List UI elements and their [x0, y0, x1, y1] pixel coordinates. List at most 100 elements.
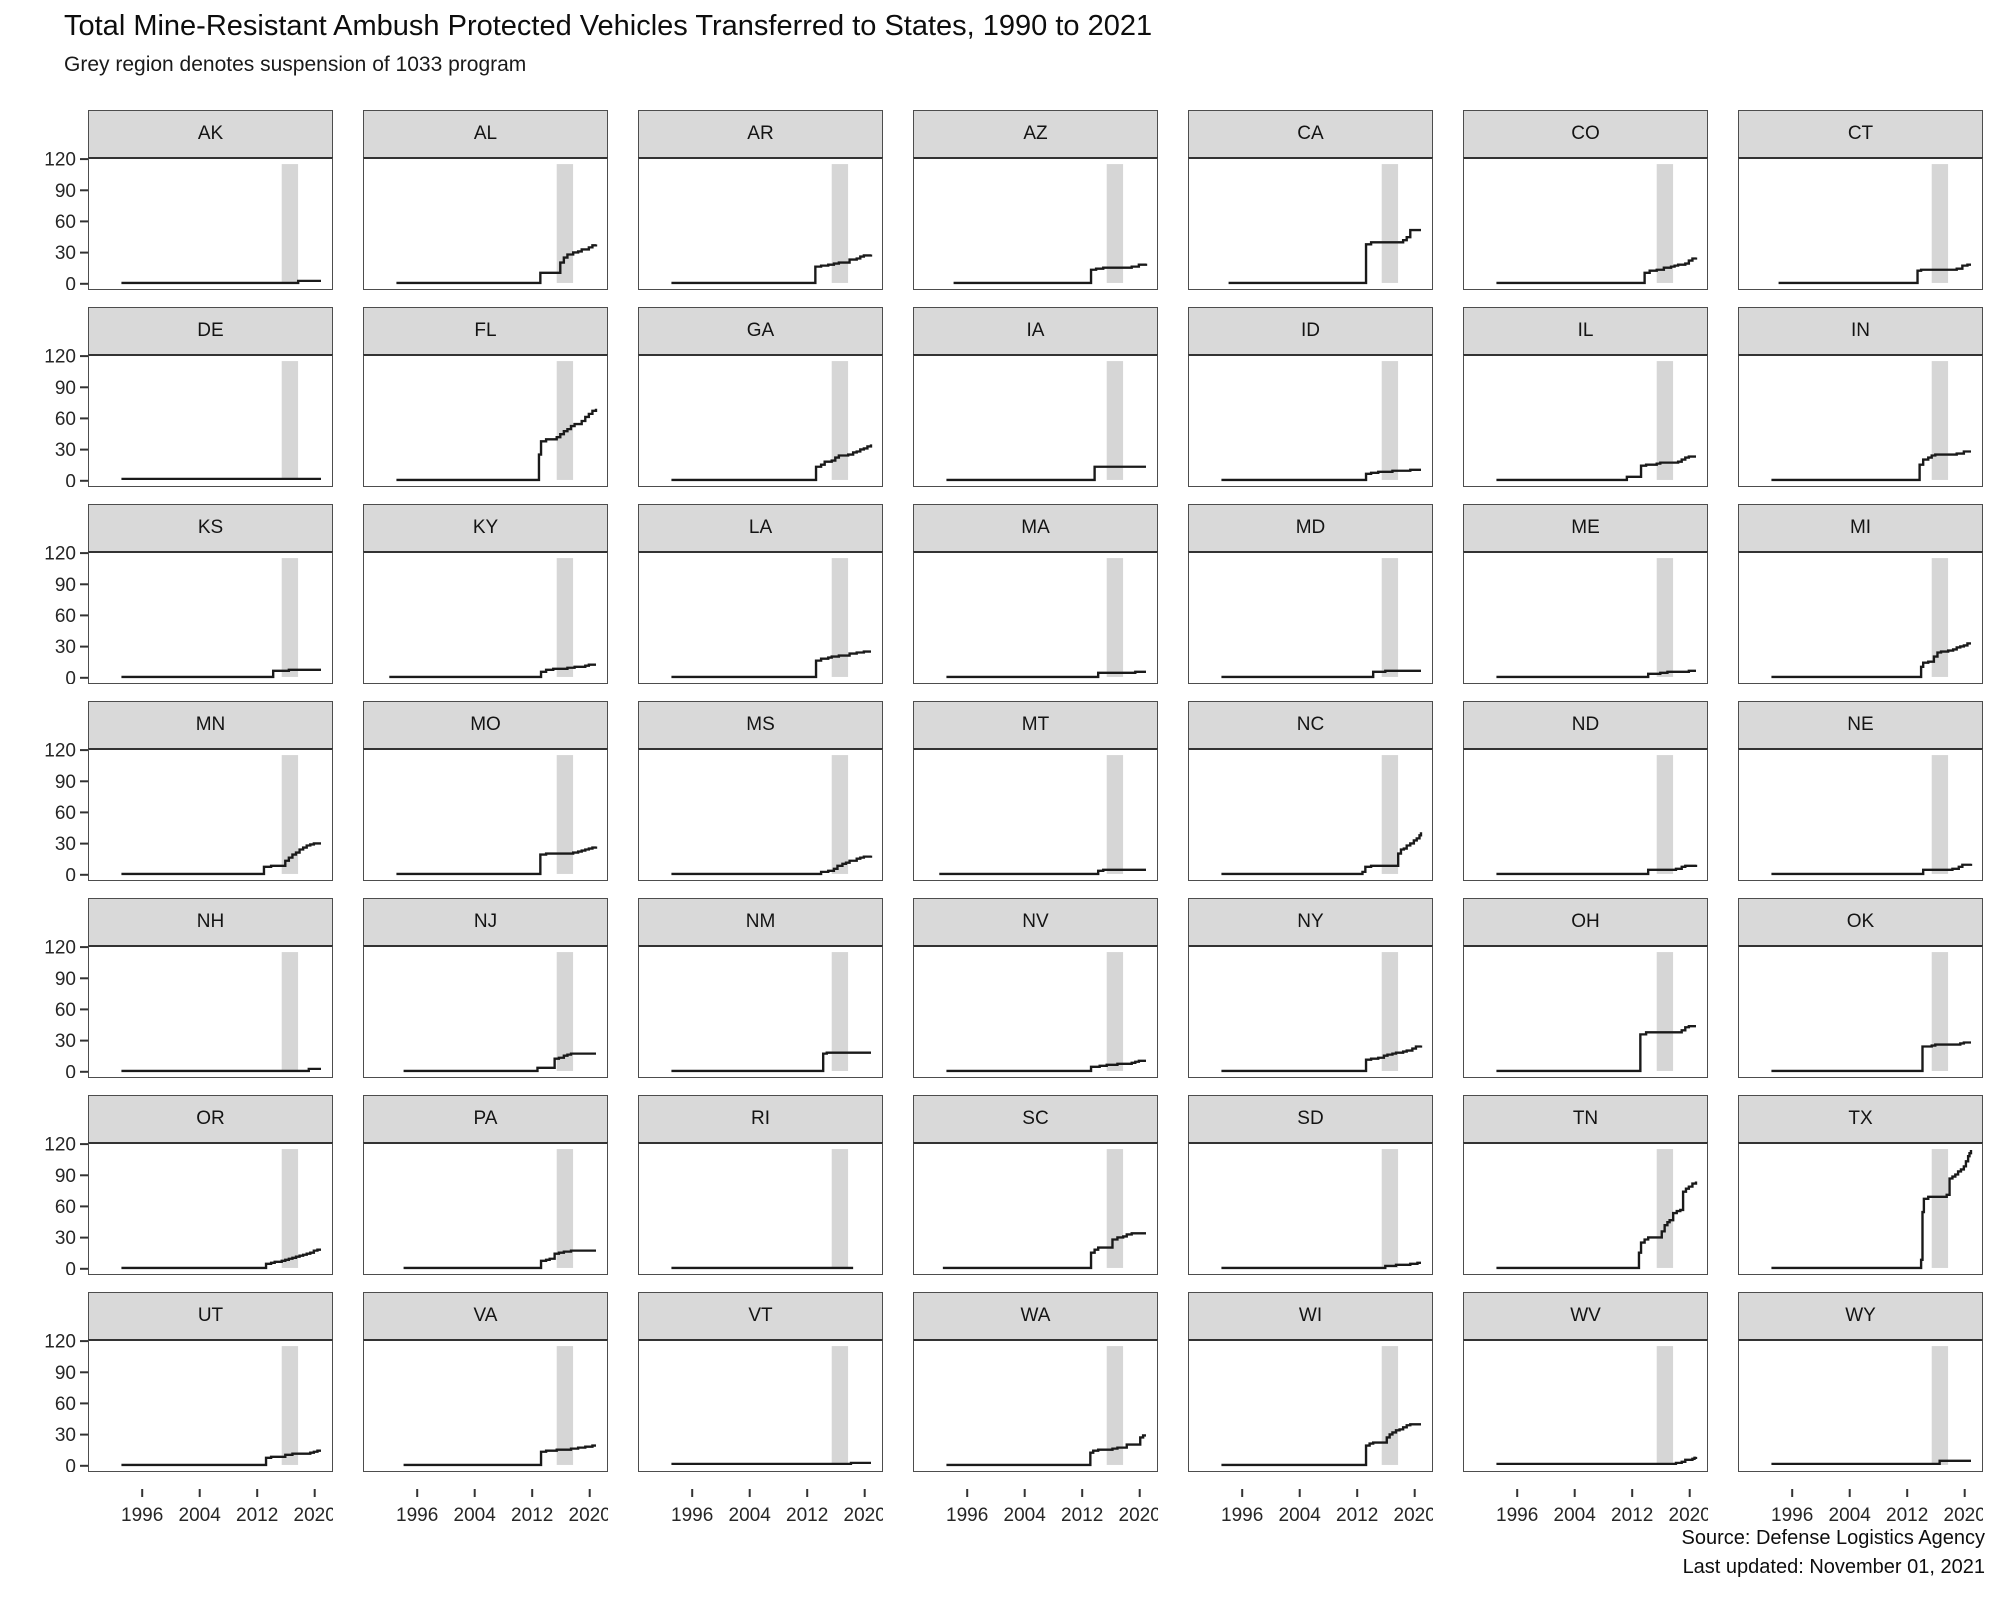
cumulative-line	[1496, 1025, 1696, 1073]
caption-source: Source: Defense Logistics Agency	[1681, 1527, 1985, 1549]
y-tick-label: 120	[44, 150, 76, 171]
cumulative-line	[671, 650, 871, 679]
cumulative-line	[121, 1067, 321, 1073]
facet-plot-VA	[403, 1346, 596, 1467]
cumulative-line	[946, 465, 1146, 482]
facet-strip-label-NH: NH	[88, 898, 333, 945]
facet-plot-area	[1463, 551, 1708, 684]
y-tick-label: 30	[55, 440, 76, 461]
facet-plot-LA	[671, 558, 871, 679]
suspension-band	[1381, 1346, 1399, 1465]
cumulative-line	[1496, 864, 1698, 876]
cumulative-line	[1771, 863, 1973, 876]
facet-strip-label-NE: NE	[1738, 701, 1983, 748]
facet-plot-area	[1463, 748, 1708, 881]
cumulative-line	[121, 1248, 321, 1270]
facet-panel-WV: WV	[1463, 1292, 1708, 1472]
cumulative-line	[121, 842, 321, 876]
cumulative-line	[946, 1059, 1146, 1073]
cumulative-line	[942, 1232, 1146, 1270]
y-tick-label: 60	[55, 1394, 76, 1415]
x-tick-label: 2020	[844, 1505, 883, 1526]
suspension-band	[281, 952, 299, 1071]
facet-strip-label-PA: PA	[363, 1095, 608, 1142]
facet-plot-area	[1188, 551, 1433, 684]
facet-panel-IN: IN	[1738, 307, 1983, 487]
page-subtitle: Grey region denotes suspension of 1033 p…	[64, 53, 527, 76]
y-axis-ticks: 0 30 60 90 120	[44, 1135, 88, 1280]
facet-panel-SC: SC	[913, 1095, 1158, 1275]
facet-plot-MO	[396, 755, 598, 876]
x-axis-ticks: 1996 2004 2012 2020	[1771, 1489, 1986, 1526]
cumulative-line	[1496, 1181, 1698, 1270]
suspension-band	[1931, 1149, 1949, 1268]
cumulative-line	[1496, 257, 1698, 285]
facet-strip-label-MD: MD	[1188, 504, 1433, 551]
facet-panel-GA: GA	[638, 307, 883, 487]
y-axis-ticks: 0 30 60 90 120	[44, 1332, 88, 1477]
suspension-band	[1106, 361, 1124, 480]
facet-plot-SD	[1221, 1149, 1421, 1270]
facet-panel-NJ: NJ	[363, 898, 608, 1078]
facet-plot-area	[363, 354, 608, 487]
suspension-band	[831, 755, 849, 874]
facet-plot-area	[638, 157, 883, 290]
suspension-band	[1656, 558, 1674, 677]
cumulative-line	[1771, 1041, 1971, 1073]
facet-strip-label-CT: CT	[1738, 110, 1983, 157]
cumulative-line	[1228, 228, 1421, 285]
suspension-band	[556, 952, 574, 1071]
facet-panel-MN: MN	[88, 701, 333, 881]
facet-plot-AK	[121, 164, 321, 285]
facet-plot-SC	[942, 1149, 1146, 1270]
y-axis: 0 30 60 90 120	[0, 307, 88, 492]
facet-plot-area	[913, 1339, 1158, 1472]
suspension-band	[1381, 1149, 1399, 1268]
facet-plot-NE	[1771, 755, 1973, 876]
facet-plot-area	[363, 157, 608, 290]
cumulative-line	[396, 244, 598, 285]
facet-plot-MT	[939, 755, 1146, 876]
facet-plot-OR	[121, 1149, 321, 1270]
y-tick-label: 90	[55, 575, 76, 596]
facet-plot-area	[913, 157, 1158, 290]
facet-panel-KY: KY	[363, 504, 608, 684]
y-tick-label: 90	[55, 1363, 76, 1384]
facet-strip-label-IN: IN	[1738, 307, 1983, 354]
facet-plot-WA	[946, 1346, 1146, 1467]
cumulative-line	[1496, 455, 1696, 482]
y-tick-label: 90	[55, 181, 76, 202]
facet-row: 0 30 60 90 120 AK AL AR AZ CA CO CT	[0, 110, 1983, 295]
y-tick-label: 120	[44, 1135, 76, 1156]
facet-plot-IN	[1771, 361, 1971, 482]
facet-plot-area	[638, 1339, 883, 1472]
facet-plot-area	[1463, 1339, 1708, 1472]
facet-plot-area	[1463, 1142, 1708, 1275]
y-tick-label: 60	[55, 606, 76, 627]
facet-plot-area	[1738, 157, 1983, 290]
facet-strip-label-NC: NC	[1188, 701, 1433, 748]
y-tick-label: 120	[44, 741, 76, 762]
facet-plot-GA	[671, 361, 873, 482]
x-axis-spacer	[0, 1489, 88, 1534]
suspension-band	[831, 558, 849, 677]
facet-panel-IA: IA	[913, 307, 1158, 487]
facet-plot-area	[88, 748, 333, 881]
suspension-band	[281, 755, 299, 874]
cumulative-line	[939, 868, 1146, 876]
facet-panel-TX: TX	[1738, 1095, 1983, 1275]
cumulative-line	[1221, 669, 1421, 679]
facet-panel-OR: OR	[88, 1095, 333, 1275]
y-axis: 0 30 60 90 120	[0, 110, 88, 295]
facet-panel-AK: AK	[88, 110, 333, 290]
x-tick-label: 1996	[1496, 1505, 1538, 1526]
facet-plot-WV	[1496, 1346, 1698, 1466]
cumulative-line	[1221, 1423, 1421, 1467]
facet-strip-label-WA: WA	[913, 1292, 1158, 1339]
facet-strip-label-FL: FL	[363, 307, 608, 354]
suspension-band	[1106, 755, 1124, 874]
y-tick-label: 120	[44, 347, 76, 368]
facet-strip-label-IA: IA	[913, 307, 1158, 354]
facet-plot-IA	[946, 361, 1146, 482]
suspension-band	[1931, 164, 1949, 283]
